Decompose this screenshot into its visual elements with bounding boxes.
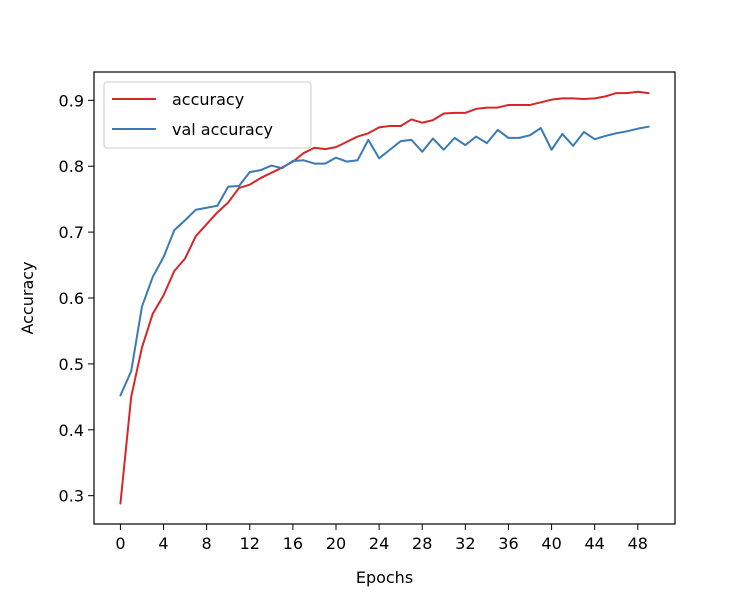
legend-label-accuracy: accuracy [172,90,244,109]
x-tick-label: 16 [283,534,303,553]
y-tick-label: 0.4 [59,421,84,440]
x-tick-label: 48 [628,534,648,553]
series-line-accuracy [119,90,650,505]
y-tick-label: 0.6 [59,289,84,308]
y-axis-ticks: 0.3 0.4 0.5 0.6 0.7 0.8 0.9 [59,91,94,506]
x-tick-label: 4 [158,534,168,553]
x-axis-label: Epochs [356,568,413,587]
x-tick-label: 12 [240,534,260,553]
y-tick-label: 0.9 [59,91,84,110]
x-tick-label: 20 [326,534,346,553]
x-tick-label: 8 [202,534,212,553]
y-tick-label: 0.5 [59,355,84,374]
y-tick-label: 0.8 [59,157,84,176]
x-tick-label: 44 [585,534,605,553]
y-tick-label: 0.3 [59,487,84,506]
y-axis-label: Accuracy [18,261,37,334]
legend: accuracy val accuracy [103,81,312,149]
x-tick-label: 40 [541,534,561,553]
plot-content [119,90,650,505]
x-tick-label: 28 [412,534,432,553]
legend-label-val-accuracy: val accuracy [172,120,273,139]
x-axis-ticks: 0 4 8 12 16 20 24 28 32 36 40 44 48 [115,524,648,553]
x-tick-label: 36 [498,534,518,553]
x-tick-label: 32 [455,534,475,553]
x-tick-label: 24 [369,534,389,553]
series-line-val-accuracy [119,125,650,397]
y-tick-label: 0.7 [59,223,84,242]
x-tick-label: 0 [115,534,125,553]
